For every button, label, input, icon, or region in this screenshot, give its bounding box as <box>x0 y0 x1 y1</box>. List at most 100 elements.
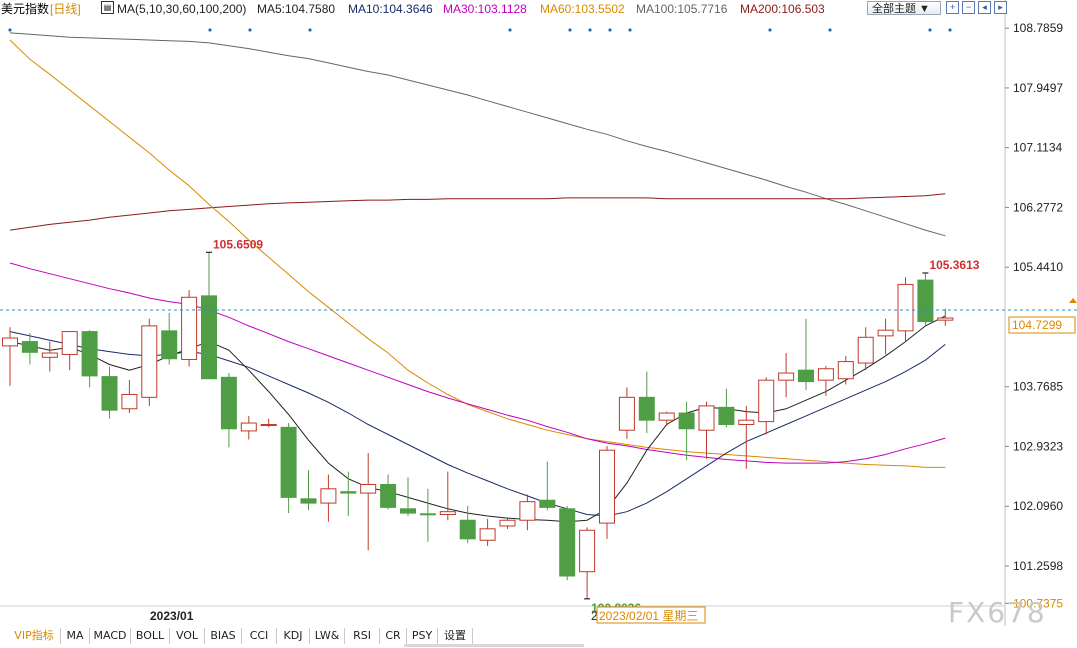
candle-body <box>479 528 496 541</box>
candle-body <box>798 369 814 383</box>
candlestick-chart[interactable]: 108.7859 107.9497 107.1134 106.2772 105.4410… <box>0 0 1077 626</box>
candle <box>240 415 257 440</box>
theme-select-button[interactable]: 全部主题 ▼ <box>867 1 941 15</box>
candle-body <box>837 361 854 380</box>
indicator-tab[interactable]: RSI <box>345 628 380 644</box>
candle <box>419 488 436 542</box>
indicator-tab[interactable]: PSY <box>407 628 438 644</box>
candle-body <box>181 296 198 360</box>
indicator-settings-icon[interactable]: ▤ <box>101 1 114 14</box>
y-tick-label: 102.9323 <box>1013 439 1063 453</box>
crosshair-date-label: 2023/02/01 星期三 <box>599 609 698 623</box>
indicator-tab[interactable]: VIP指标 <box>8 628 61 644</box>
candle-body <box>81 331 98 377</box>
event-marker-dot <box>568 28 572 32</box>
event-marker-dot <box>588 28 592 32</box>
event-marker-dot <box>248 28 252 32</box>
indicator-tab[interactable]: MACD <box>90 628 131 644</box>
indicator-tab[interactable]: LW& <box>310 628 345 644</box>
y-tick-label: 102.0960 <box>1013 499 1063 513</box>
candle <box>658 411 675 426</box>
event-marker-dot <box>508 28 512 32</box>
nav-prev-icon[interactable]: ◂ <box>978 1 991 14</box>
candle <box>121 380 138 414</box>
event-marker-dot <box>948 28 952 32</box>
candle <box>201 252 217 380</box>
candle <box>81 330 98 388</box>
candle <box>579 527 596 599</box>
indicator-tab[interactable]: MA <box>61 628 90 644</box>
indicator-tab[interactable]: 设置 <box>438 628 473 644</box>
candle-body <box>21 341 38 353</box>
candle <box>837 355 854 385</box>
candle <box>400 477 416 516</box>
candle-body <box>459 519 476 540</box>
candle <box>181 290 198 367</box>
ma100-value: MA100:105.7716 <box>636 2 728 16</box>
indicator-tab[interactable]: BOLL <box>131 628 170 644</box>
candle-body <box>698 405 715 431</box>
candle <box>300 470 317 511</box>
candle-body <box>579 529 596 573</box>
indicator-tab[interactable]: KDJ <box>277 628 310 644</box>
candle-body <box>360 484 377 494</box>
y-tick-label: 107.9497 <box>1013 81 1063 95</box>
candle-body <box>937 317 954 321</box>
zoom-out-icon[interactable]: − <box>962 1 975 14</box>
y-tick-label: 106.2772 <box>1013 200 1063 214</box>
indicator-tab-bar: VIP指标 MA MACD BOLL VOL BIAS CCI KDJ LW& RSI CR PSY 设… <box>0 626 1077 648</box>
y-tick-label: 101.2598 <box>1013 559 1063 573</box>
event-marker-dot <box>608 28 612 32</box>
watermark: FX678 <box>948 596 1047 629</box>
period-label[interactable]: [日线] <box>50 2 81 16</box>
candle-body <box>2 337 18 347</box>
price-up-arrow-icon <box>1069 298 1077 303</box>
candle-body <box>220 376 237 430</box>
candle <box>738 405 755 469</box>
candle <box>340 471 357 516</box>
candle <box>360 453 377 551</box>
current-price-badge <box>1008 316 1076 334</box>
candle-body <box>658 412 675 421</box>
event-marker-dot <box>8 28 12 32</box>
ma5-value: MA5:104.7580 <box>257 2 336 16</box>
candle-body <box>61 331 78 355</box>
candle <box>21 333 38 365</box>
indicator-tab[interactable]: CR <box>380 628 407 644</box>
candle <box>877 318 894 355</box>
candle <box>439 471 456 521</box>
indicator-tab[interactable]: BIAS <box>205 628 242 644</box>
candle-body <box>559 508 576 577</box>
candle-body <box>141 325 158 398</box>
candle <box>559 505 576 581</box>
indicator-tab[interactable]: CCI <box>242 628 277 644</box>
event-marker-dot <box>928 28 932 32</box>
indicator-tab[interactable]: VOL <box>170 628 205 644</box>
event-marker-dot <box>208 28 212 32</box>
y-tick-label: 105.4410 <box>1013 260 1063 274</box>
ma30-value: MA30:103.1128 <box>443 2 527 16</box>
candle <box>101 366 118 419</box>
candle <box>380 474 397 510</box>
candle <box>220 373 237 448</box>
zoom-in-icon[interactable]: + <box>946 1 959 14</box>
candle <box>61 330 78 371</box>
candle <box>937 308 954 326</box>
candle-body <box>439 511 456 516</box>
candle-body <box>738 419 755 425</box>
candle-body <box>280 426 297 498</box>
candle <box>479 518 496 546</box>
candle-body <box>201 295 217 380</box>
scrollbar[interactable] <box>404 644 584 647</box>
ma60-value: MA60:103.5502 <box>540 2 625 16</box>
candle <box>798 318 814 391</box>
instrument-title: 美元指数 <box>1 2 50 16</box>
candle <box>499 517 516 529</box>
candle <box>141 318 158 406</box>
event-marker-dot <box>628 28 632 32</box>
nav-next-icon[interactable]: ▸ <box>994 1 1007 14</box>
candle <box>161 313 178 365</box>
candle <box>41 341 58 372</box>
candle-body <box>877 329 894 337</box>
y-tick-label: 107.1134 <box>1013 141 1062 155</box>
